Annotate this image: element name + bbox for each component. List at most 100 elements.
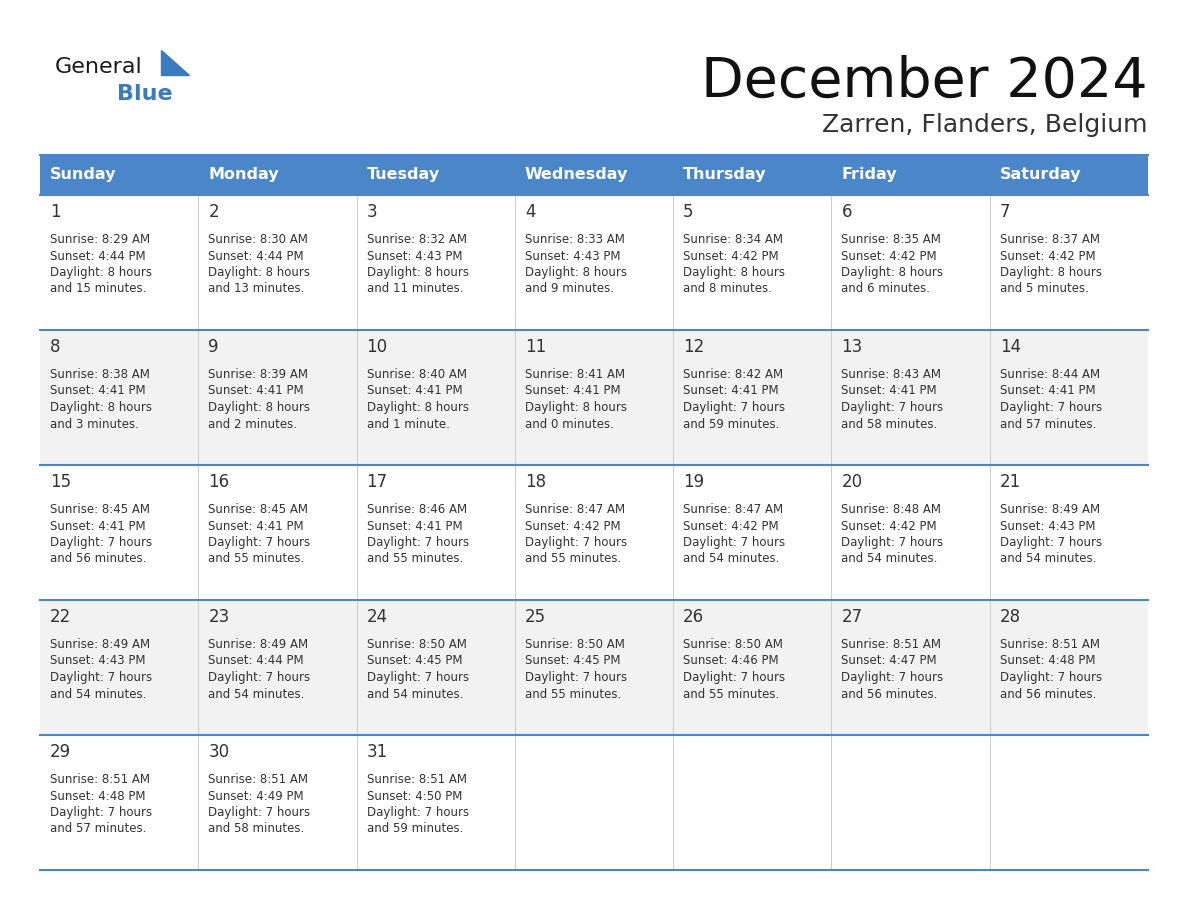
Text: 1: 1 [50, 203, 61, 221]
Text: 17: 17 [367, 473, 387, 491]
Text: Daylight: 7 hours: Daylight: 7 hours [841, 536, 943, 549]
Text: and 55 minutes.: and 55 minutes. [683, 688, 779, 700]
Text: Sunrise: 8:51 AM: Sunrise: 8:51 AM [841, 638, 941, 651]
Text: Daylight: 8 hours: Daylight: 8 hours [525, 266, 627, 279]
Text: Daylight: 8 hours: Daylight: 8 hours [50, 401, 152, 414]
Text: and 0 minutes.: and 0 minutes. [525, 418, 614, 431]
Text: Sunrise: 8:35 AM: Sunrise: 8:35 AM [841, 233, 941, 246]
Text: and 8 minutes.: and 8 minutes. [683, 283, 772, 296]
Text: Sunset: 4:41 PM: Sunset: 4:41 PM [50, 520, 146, 532]
Text: Sunrise: 8:48 AM: Sunrise: 8:48 AM [841, 503, 941, 516]
Text: Daylight: 7 hours: Daylight: 7 hours [841, 671, 943, 684]
Text: Sunrise: 8:34 AM: Sunrise: 8:34 AM [683, 233, 783, 246]
Text: Sunrise: 8:49 AM: Sunrise: 8:49 AM [50, 638, 150, 651]
Text: Sunrise: 8:39 AM: Sunrise: 8:39 AM [208, 368, 308, 381]
Text: Sunset: 4:41 PM: Sunset: 4:41 PM [683, 385, 779, 397]
Text: 31: 31 [367, 743, 387, 761]
Text: and 54 minutes.: and 54 minutes. [50, 688, 146, 700]
Text: 26: 26 [683, 608, 704, 626]
Text: Sunrise: 8:33 AM: Sunrise: 8:33 AM [525, 233, 625, 246]
Bar [40, 735, 1148, 870]
Bar [40, 330, 1148, 465]
Text: Sunset: 4:41 PM: Sunset: 4:41 PM [367, 520, 462, 532]
Text: Sunrise: 8:40 AM: Sunrise: 8:40 AM [367, 368, 467, 381]
Text: Sunset: 4:41 PM: Sunset: 4:41 PM [1000, 385, 1095, 397]
Text: Sunrise: 8:45 AM: Sunrise: 8:45 AM [208, 503, 308, 516]
Text: and 58 minutes.: and 58 minutes. [841, 418, 937, 431]
Text: Sunrise: 8:51 AM: Sunrise: 8:51 AM [1000, 638, 1100, 651]
Text: 27: 27 [841, 608, 862, 626]
Text: Sunrise: 8:51 AM: Sunrise: 8:51 AM [50, 773, 150, 786]
Text: 30: 30 [208, 743, 229, 761]
Text: and 1 minute.: and 1 minute. [367, 418, 449, 431]
Text: 14: 14 [1000, 338, 1020, 356]
Text: Sunrise: 8:41 AM: Sunrise: 8:41 AM [525, 368, 625, 381]
Text: and 57 minutes.: and 57 minutes. [1000, 418, 1097, 431]
Text: Sunday: Sunday [50, 167, 116, 183]
Text: Sunset: 4:49 PM: Sunset: 4:49 PM [208, 789, 304, 802]
Text: Daylight: 7 hours: Daylight: 7 hours [525, 536, 627, 549]
Text: Sunset: 4:44 PM: Sunset: 4:44 PM [208, 250, 304, 263]
Text: 18: 18 [525, 473, 546, 491]
Text: 10: 10 [367, 338, 387, 356]
Text: Sunrise: 8:30 AM: Sunrise: 8:30 AM [208, 233, 308, 246]
Bar [40, 155, 1148, 195]
Text: Sunrise: 8:47 AM: Sunrise: 8:47 AM [525, 503, 625, 516]
Text: Friday: Friday [841, 167, 897, 183]
Text: Daylight: 7 hours: Daylight: 7 hours [50, 671, 152, 684]
Text: Thursday: Thursday [683, 167, 766, 183]
Text: and 55 minutes.: and 55 minutes. [208, 553, 304, 565]
Text: 15: 15 [50, 473, 71, 491]
Text: Sunrise: 8:50 AM: Sunrise: 8:50 AM [525, 638, 625, 651]
Text: 8: 8 [50, 338, 61, 356]
Text: Daylight: 8 hours: Daylight: 8 hours [50, 266, 152, 279]
Text: Sunset: 4:42 PM: Sunset: 4:42 PM [841, 250, 937, 263]
Text: Zarren, Flanders, Belgium: Zarren, Flanders, Belgium [822, 113, 1148, 137]
Text: 13: 13 [841, 338, 862, 356]
Text: 5: 5 [683, 203, 694, 221]
Text: Sunrise: 8:49 AM: Sunrise: 8:49 AM [208, 638, 309, 651]
Text: 9: 9 [208, 338, 219, 356]
Text: and 2 minutes.: and 2 minutes. [208, 418, 297, 431]
Text: Sunset: 4:47 PM: Sunset: 4:47 PM [841, 655, 937, 667]
Text: and 56 minutes.: and 56 minutes. [841, 688, 937, 700]
Text: and 54 minutes.: and 54 minutes. [208, 688, 304, 700]
Text: Daylight: 7 hours: Daylight: 7 hours [525, 671, 627, 684]
Text: Sunrise: 8:50 AM: Sunrise: 8:50 AM [367, 638, 467, 651]
Text: Sunset: 4:43 PM: Sunset: 4:43 PM [525, 250, 620, 263]
Text: 4: 4 [525, 203, 536, 221]
Text: 29: 29 [50, 743, 71, 761]
Text: 16: 16 [208, 473, 229, 491]
Text: Sunset: 4:41 PM: Sunset: 4:41 PM [841, 385, 937, 397]
Text: Daylight: 7 hours: Daylight: 7 hours [841, 401, 943, 414]
Text: Sunset: 4:48 PM: Sunset: 4:48 PM [50, 789, 145, 802]
Text: Sunset: 4:42 PM: Sunset: 4:42 PM [683, 520, 779, 532]
Text: 20: 20 [841, 473, 862, 491]
Text: Sunrise: 8:42 AM: Sunrise: 8:42 AM [683, 368, 783, 381]
Text: Sunrise: 8:51 AM: Sunrise: 8:51 AM [367, 773, 467, 786]
Text: and 55 minutes.: and 55 minutes. [525, 688, 621, 700]
Text: 22: 22 [50, 608, 71, 626]
Text: Daylight: 7 hours: Daylight: 7 hours [367, 536, 469, 549]
Text: Sunset: 4:43 PM: Sunset: 4:43 PM [1000, 520, 1095, 532]
Text: and 55 minutes.: and 55 minutes. [367, 553, 463, 565]
Text: 3: 3 [367, 203, 378, 221]
Text: General: General [55, 57, 143, 77]
Text: Daylight: 7 hours: Daylight: 7 hours [1000, 671, 1101, 684]
Text: Sunset: 4:45 PM: Sunset: 4:45 PM [525, 655, 620, 667]
Text: and 59 minutes.: and 59 minutes. [367, 823, 463, 835]
Text: Sunset: 4:41 PM: Sunset: 4:41 PM [208, 520, 304, 532]
Text: Daylight: 7 hours: Daylight: 7 hours [367, 806, 469, 819]
Text: Sunset: 4:45 PM: Sunset: 4:45 PM [367, 655, 462, 667]
Text: Sunset: 4:42 PM: Sunset: 4:42 PM [1000, 250, 1095, 263]
Text: Sunset: 4:46 PM: Sunset: 4:46 PM [683, 655, 779, 667]
Text: Sunrise: 8:50 AM: Sunrise: 8:50 AM [683, 638, 783, 651]
Text: and 9 minutes.: and 9 minutes. [525, 283, 614, 296]
Text: Daylight: 7 hours: Daylight: 7 hours [683, 671, 785, 684]
Text: Sunrise: 8:49 AM: Sunrise: 8:49 AM [1000, 503, 1100, 516]
Text: 25: 25 [525, 608, 546, 626]
Text: Sunrise: 8:32 AM: Sunrise: 8:32 AM [367, 233, 467, 246]
Text: 23: 23 [208, 608, 229, 626]
Text: Daylight: 8 hours: Daylight: 8 hours [683, 266, 785, 279]
Text: Daylight: 8 hours: Daylight: 8 hours [367, 266, 468, 279]
